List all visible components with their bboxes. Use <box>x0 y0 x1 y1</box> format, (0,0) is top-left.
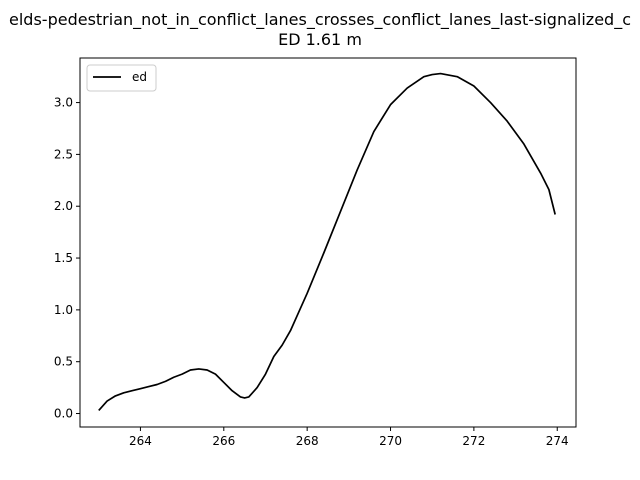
y-tick-label: 1.5 <box>54 251 73 265</box>
x-axis: 264 266 268 270 272 274 <box>129 427 569 448</box>
legend: ed <box>86 64 157 92</box>
y-tick-label: 0.0 <box>54 407 73 421</box>
plot-frame <box>79 57 577 428</box>
x-tick-label: 268 <box>296 434 319 448</box>
x-tick-label: 272 <box>462 434 485 448</box>
y-tick-label: 2.0 <box>54 199 73 213</box>
y-tick-label: 3.0 <box>54 96 73 110</box>
x-tick-label: 264 <box>129 434 152 448</box>
y-axis: 0.0 0.5 1.0 1.5 2.0 2.5 3.0 <box>54 96 80 421</box>
y-tick-label: 1.0 <box>54 303 73 317</box>
chart-subtitle: ED 1.61 m <box>278 30 362 49</box>
legend-box <box>86 64 157 92</box>
legend-label-ed: ed <box>132 70 147 84</box>
y-tick-label: 2.5 <box>54 147 73 161</box>
y-tick-label: 0.5 <box>54 355 73 369</box>
x-tick-label: 270 <box>379 434 402 448</box>
x-tick-label: 274 <box>546 434 569 448</box>
x-tick-label: 266 <box>212 434 235 448</box>
chart-title: elds-pedestrian_not_in_conflict_lanes_cr… <box>9 10 631 30</box>
series-line-ed <box>98 72 556 411</box>
